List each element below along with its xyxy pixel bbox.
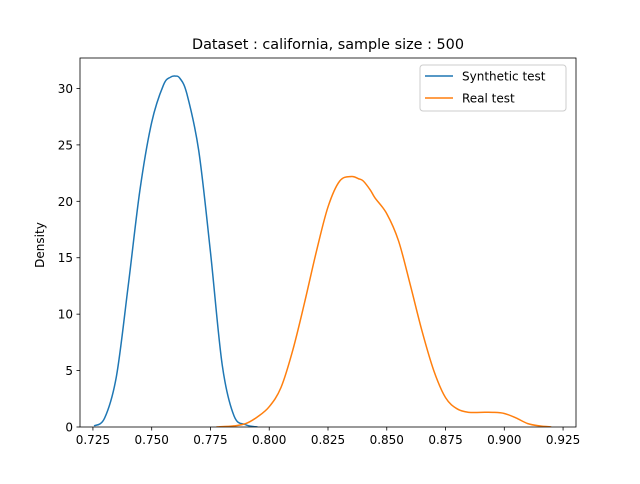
y-axis-label: Density	[33, 222, 47, 268]
y-tick-label: 0	[65, 421, 73, 435]
series-line-1	[93, 75, 258, 427]
x-tick-label: 0.750	[135, 433, 169, 447]
y-tick-label: 5	[65, 364, 73, 378]
legend: Synthetic test Real test	[419, 64, 567, 112]
x-tick-label: 0.775	[193, 433, 227, 447]
y-tick-label: 15	[58, 251, 73, 265]
y-tick-label: 20	[58, 195, 73, 209]
x-tick-label: 0.850	[370, 433, 404, 447]
x-tick-label: 0.925	[546, 433, 580, 447]
x-tick-label: 0.800	[252, 433, 286, 447]
x-tick-label: 0.875	[428, 433, 462, 447]
y-tick-label: 30	[58, 82, 73, 96]
y-tick-label: 25	[58, 138, 73, 152]
legend-box	[419, 64, 567, 112]
legend-label: Real test	[462, 92, 515, 106]
x-tick-label: 0.825	[311, 433, 345, 447]
chart-title: Dataset : california, sample size : 500	[192, 37, 464, 53]
x-tick-label: 0.900	[487, 433, 521, 447]
legend-label: Synthetic test	[462, 70, 546, 84]
series-line-2	[216, 175, 552, 427]
plot-area: 0.725 0.750 0.775 0.800 0.825 0.850 0.875 0.900…	[58, 57, 580, 447]
y-tick-label: 10	[58, 308, 73, 322]
x-tick-label: 0.725	[76, 433, 110, 447]
